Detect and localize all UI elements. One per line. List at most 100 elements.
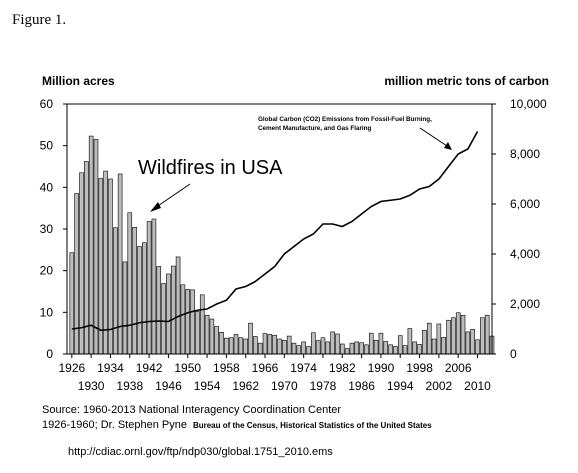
- wildfire-bar: [335, 333, 340, 355]
- wildfire-bar: [122, 261, 128, 355]
- left-axis-label: Million acres: [42, 74, 115, 88]
- right-tick-label: 6,000: [510, 197, 540, 211]
- wildfire-bar: [412, 341, 418, 355]
- wildfire-bar: [224, 337, 229, 355]
- source-url: http://cdiac.ornl.gov/ftp/ndp030/global.…: [68, 446, 333, 458]
- wildfire-bar: [180, 284, 186, 355]
- wildfire-bar: [436, 323, 442, 355]
- wildfire-bar: [257, 342, 263, 355]
- wildfire-bar: [156, 266, 162, 355]
- wildfire-bar: [330, 331, 335, 355]
- x-axis-ticks: 1926 1934 1942 1950 1958 1966 1974 1982 1990 1998…: [58, 354, 491, 393]
- wildfire-bar: [455, 312, 461, 355]
- wildfire-bar: [282, 339, 287, 355]
- right-tick-label: 4,000: [510, 247, 540, 261]
- source-line-2-small: Bureau of the Census, Historical Statist…: [192, 421, 432, 430]
- wildfire-bar: [199, 294, 205, 355]
- x-tick-label-upper: 1982: [329, 361, 356, 375]
- x-tick-label-upper: 1942: [136, 361, 163, 375]
- wildfire-bar: [228, 337, 234, 355]
- wildfire-bar: [315, 340, 321, 355]
- wildfire-bar: [320, 337, 326, 355]
- x-tick-label-lower: 1946: [155, 379, 182, 393]
- left-tick-label: 50: [40, 139, 54, 153]
- wildfire-bar: [291, 342, 297, 355]
- right-tick-label: 10,000: [510, 97, 547, 111]
- figure-label: Figure 1.: [12, 12, 67, 28]
- left-tick-label: 30: [40, 222, 54, 236]
- wildfire-bar: [344, 348, 350, 355]
- wildfire-bar: [359, 342, 364, 355]
- x-tick-label-upper: 1990: [368, 361, 395, 375]
- wildfire-bar: [190, 289, 195, 355]
- wildfire-bar: [175, 256, 181, 355]
- x-tick-label-lower: 1978: [310, 379, 337, 393]
- wildfire-bar: [243, 338, 248, 355]
- wildfire-bar: [446, 319, 451, 355]
- wildfire-bar: [248, 322, 253, 355]
- wildfire-bar: [373, 339, 379, 355]
- x-tick-label-lower: 1962: [232, 379, 259, 393]
- wildfire-bar: [253, 336, 258, 355]
- right-tick-label: 2,000: [510, 297, 540, 311]
- wildfire-bar: [88, 135, 94, 355]
- wildfire-bar: [286, 335, 292, 355]
- wildfire-bar: [195, 311, 200, 355]
- wildfire-bar: [465, 331, 471, 355]
- x-tick-label-lower: 1994: [387, 379, 414, 393]
- carbon-arrow-head: [444, 142, 452, 150]
- wildfire-bar: [451, 317, 456, 355]
- wildfire-bar: [426, 322, 432, 355]
- wildfire-bar: [141, 242, 147, 355]
- wildfire-bar: [113, 227, 118, 355]
- left-tick-label: 40: [40, 180, 54, 194]
- wildfire-bar: [108, 178, 113, 355]
- left-axis-ticks: 0 10 20 30 40 50 60: [40, 97, 67, 361]
- wildfire-bar: [74, 193, 79, 355]
- wildfire-bar: [209, 318, 215, 355]
- wildfire-bar: [204, 314, 210, 355]
- left-tick-label: 60: [40, 97, 54, 111]
- wildfire-bar: [277, 338, 282, 355]
- wildfire-bar: [402, 345, 408, 355]
- wildfire-bar: [93, 139, 99, 355]
- wildfire-bar: [354, 341, 360, 355]
- wildfire-bar: [470, 329, 475, 355]
- wildfire-bar: [441, 337, 446, 355]
- wildfire-bar: [383, 341, 389, 355]
- x-tick-label-lower: 1938: [116, 379, 143, 393]
- wildfire-bar: [219, 332, 224, 355]
- right-tick-label: 8,000: [510, 147, 540, 161]
- source-line-2-main: 1926-1960; Dr. Stephen Pyne: [42, 419, 187, 431]
- x-tick-label-upper: 1966: [252, 361, 279, 375]
- x-tick-label-lower: 1970: [271, 379, 298, 393]
- wildfire-bar: [272, 334, 277, 355]
- carbon-annotation-arrow: [419, 127, 451, 149]
- wildfire-bar: [161, 283, 166, 355]
- wildfire-bar: [84, 161, 89, 355]
- wildfire-bar: [339, 343, 345, 355]
- x-tick-label-lower: 2010: [464, 379, 491, 393]
- wildfire-bar: [127, 212, 133, 355]
- wildfire-bar: [378, 332, 384, 355]
- x-tick-label-upper: 1998: [406, 361, 433, 375]
- wildfire-annotation: Wildfires in USA: [138, 157, 283, 179]
- wildfire-bar: [233, 334, 239, 355]
- left-tick-label: 20: [40, 264, 54, 278]
- wildfire-bar: [460, 314, 466, 355]
- x-tick-label-upper: 2006: [445, 361, 472, 375]
- wildfire-bar: [185, 289, 191, 355]
- wildfire-bar: [484, 314, 490, 355]
- wildfire-bar: [422, 329, 427, 355]
- wildfire-carbon-chart: Million acres million metric tons of car…: [40, 74, 549, 393]
- wildfire-bar: [137, 246, 142, 355]
- x-tick-label-upper: 1934: [97, 361, 124, 375]
- wildfire-bar: [267, 334, 273, 355]
- source-line-2: 1926-1960; Dr. Stephen Pyne Bureau of the…: [42, 419, 432, 431]
- wildfire-bar: [69, 252, 75, 355]
- x-tick-label-upper: 1974: [290, 361, 317, 375]
- carbon-annotation-line2: Cement Manufacture, and Gas Flaring: [258, 125, 372, 132]
- x-tick-label-upper: 1926: [58, 361, 85, 375]
- right-tick-label: 0: [510, 347, 517, 361]
- right-axis-label: million metric tons of carbon: [384, 74, 549, 88]
